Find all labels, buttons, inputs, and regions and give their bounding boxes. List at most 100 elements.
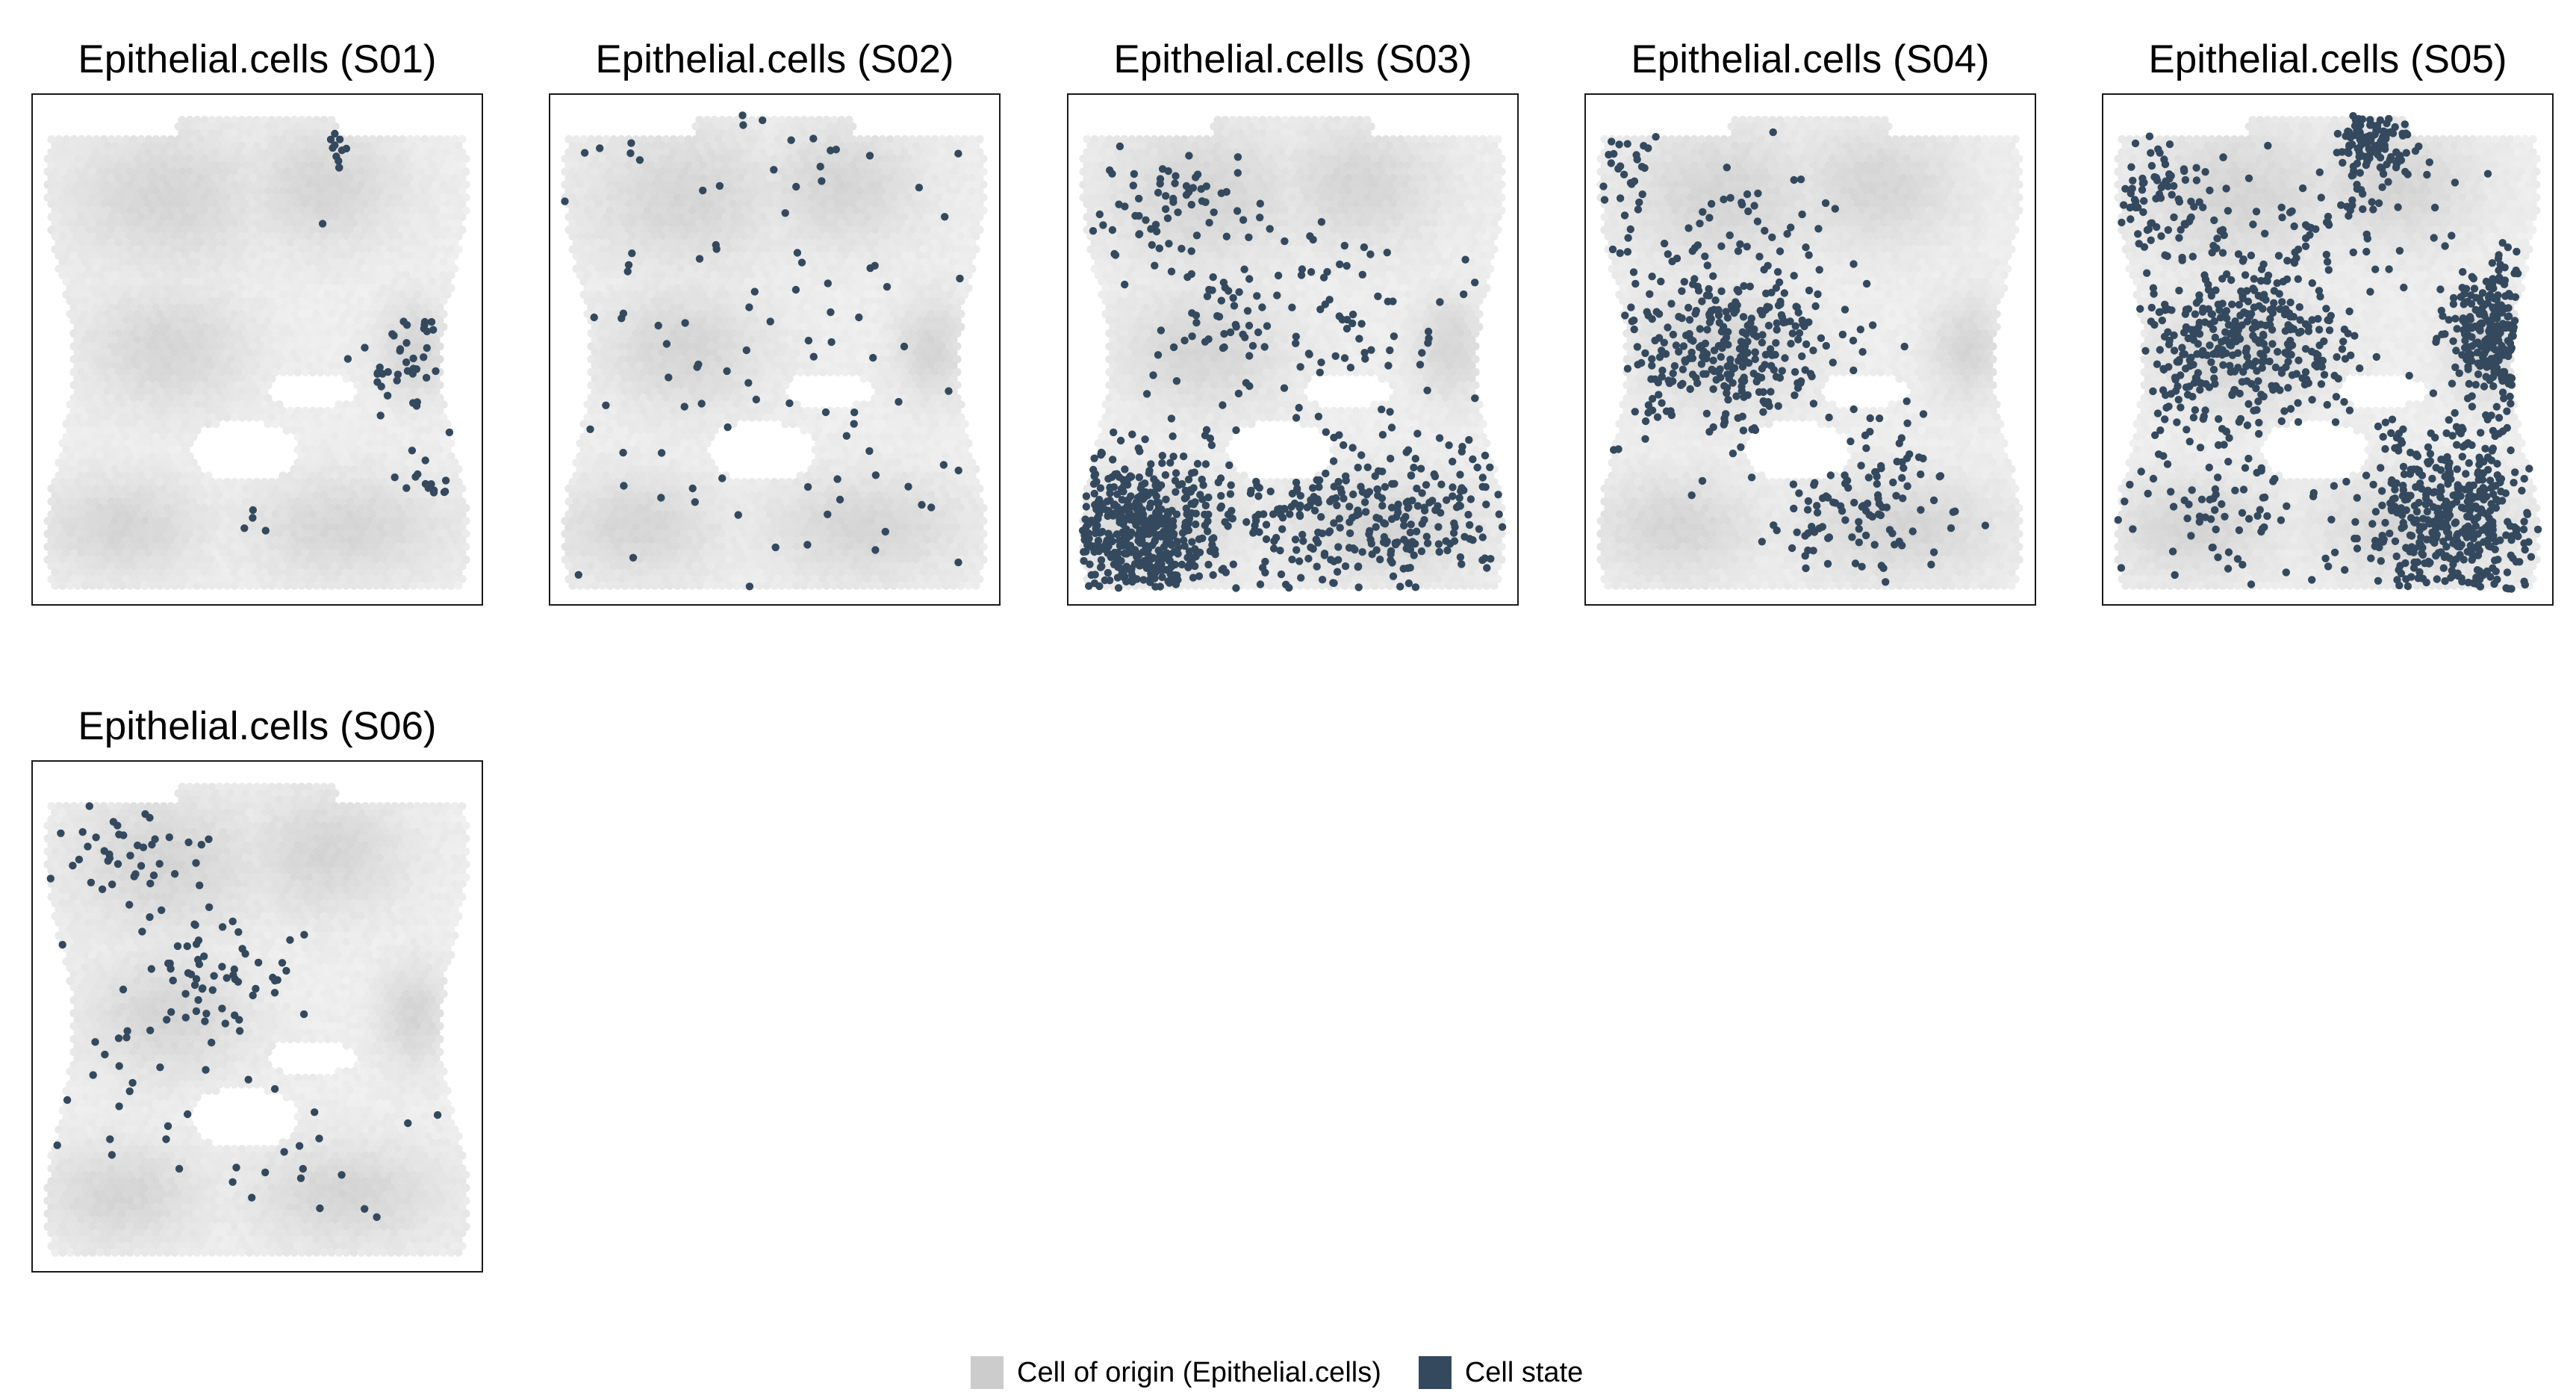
cell-state-point [361,344,368,351]
tissue-spot [293,368,302,376]
plot-area [31,93,483,606]
tissue-spot [51,582,59,590]
cell-state-point [338,146,346,154]
tissue-spot [417,582,425,590]
tissue-spot [290,582,298,590]
tissue-spot [125,582,134,590]
tissue-spot [301,368,309,376]
cell-state-point [428,318,435,326]
cell-state-point [420,353,427,361]
tissue-spot [323,368,332,376]
cell-state-point [262,526,270,534]
tissue-spot [379,582,388,590]
plot-area [549,93,1001,606]
tissue-spot [185,582,193,590]
tissue-spot [223,413,231,421]
panel-title: Epithelial.cells (S01) [31,30,483,90]
cell-state-point [391,473,399,481]
tissue-spot [140,582,149,590]
tissue-spot [163,582,171,590]
spatial-plot [33,95,482,604]
cell-state-point [240,524,248,532]
tissue-spot [245,413,253,421]
cell-state-point [442,476,449,484]
tissue-spot [148,582,156,590]
cell-state-point [414,470,421,478]
cell-state-point [446,429,453,436]
tissue-spot [432,582,440,590]
tissue-spot [342,375,350,383]
tissue-spot [279,368,287,376]
cell-state-point [396,345,404,352]
tissue-spot [297,582,305,590]
tissue-spot [364,582,373,590]
tissue-spot [215,582,223,590]
cell-state-point [399,317,407,325]
tissue-spot [237,582,246,590]
tissue-spot [133,582,141,590]
cell-state-point [408,447,416,454]
tissue-spot [402,582,410,590]
tissue-spot [73,582,81,590]
tissue-spot [223,582,231,590]
tissue-spot [208,582,216,590]
tissue-spot [357,582,365,590]
cell-state-point [421,318,429,326]
tissue-spot [372,582,380,590]
cell-state-point [331,141,338,149]
cell-state-point [414,398,421,406]
cell-state-point [378,382,385,390]
tissue-spot [111,582,119,590]
tissue-spot [282,582,290,590]
cell-state-point [402,484,410,491]
tissue-spot [178,582,186,590]
cell-state-point [390,332,397,339]
tissue-spot [58,582,66,590]
cell-state-point [332,152,340,160]
tissue-spot [96,582,104,590]
tissue-spot [118,582,126,590]
cell-state-point [422,480,429,488]
cell-state-point [319,220,326,227]
tissue-spot [454,582,462,590]
tissue-spot [308,368,317,376]
tissue-spot [245,582,253,590]
cell-state-point [423,374,430,382]
cell-state-point [335,164,343,171]
tissue-spots [561,116,987,590]
tissue-spot [193,582,201,590]
tissue-spot [439,582,447,590]
tissue-spots [43,116,470,590]
tissue-spot [282,426,290,435]
cell-state-point [331,130,338,137]
tissue-spot [103,582,111,590]
tissue-spot [264,420,272,428]
cell-state-point [249,506,257,514]
cell-state-point [344,355,352,362]
cell-state-point [423,344,431,352]
spatial-plot [550,95,999,604]
cell-state-point [429,326,437,334]
tissue-spot [200,582,208,590]
tissue-spot [88,582,96,590]
tissue-spot [252,582,261,590]
cell-state-point [376,364,384,371]
cell-state-point [410,364,417,372]
cell-state-point [409,355,417,362]
panel-title: Epithelial.cells (S02) [549,30,1001,90]
tissue-spot [327,582,335,590]
tissue-spot [204,420,212,428]
tissue-spot [81,582,89,590]
tissue-spot [66,582,74,590]
cell-state-point [422,456,429,464]
cell-state-point [394,370,402,378]
cell-state-point [402,358,410,366]
tissue-spot [230,413,238,421]
tissue-spot [424,582,432,590]
cell-state-point [249,514,256,521]
tissue-spot [316,368,324,376]
tissue-spot [230,582,238,590]
tissue-spot [260,582,268,590]
tissue-spot [170,582,178,590]
tissue-spot [267,582,276,590]
